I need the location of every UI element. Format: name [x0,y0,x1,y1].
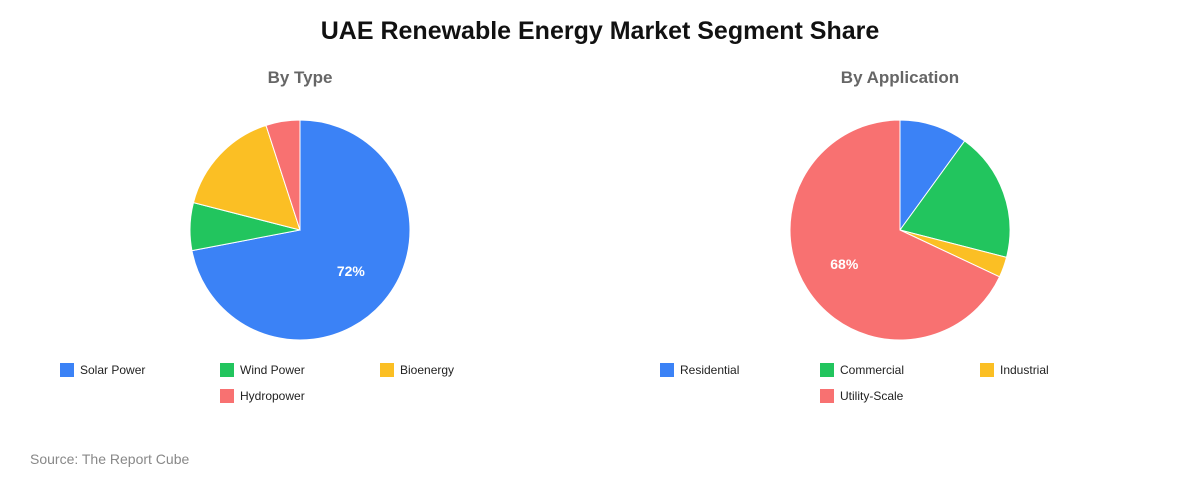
legend-swatch [820,363,834,377]
legend-swatch [980,363,994,377]
legend-item-wind-power: Wind Power [220,361,305,379]
legend-item-utility-scale: Utility-Scale [820,387,903,405]
legend-label: Residential [680,363,740,377]
legend-label: Commercial [840,363,905,377]
legend-item-residential: Residential [660,361,739,379]
pie-svg-by-type: 72% [189,119,411,341]
pie-slice-utility-scale [789,119,1001,341]
legend-label: Hydropower [240,389,305,403]
pie-chart-by-type: By Type 72% Solar Power Wind Power Bioener… [0,60,600,420]
pie-slice-hydropower [265,119,301,231]
pie-svg-by-application: 68% [789,119,1011,341]
legend-item-hydropower: Hydropower [220,387,305,405]
pie-title-by-type: By Type [267,68,333,87]
legend-item-commercial: Commercial [820,361,904,379]
legend-swatch [820,389,834,403]
legend-item-industrial: Industrial [980,361,1049,379]
pie-chart-by-application: By Application 68% Residential Commercial… [600,60,1200,420]
legend-swatch [60,363,74,377]
pie-title-by-application: By Application [840,68,960,87]
legend-swatch [220,389,234,403]
legend-label: Bioenergy [400,363,455,377]
legend-swatch [660,363,674,377]
pie-slice-commercial [899,140,1011,258]
legend-item-solar-power: Solar Power [60,361,145,379]
legend-label: Solar Power [80,363,146,377]
legend-label: Industrial [1000,363,1049,377]
source-note: Source: The Report Cube [30,451,190,467]
pie-slice-bioenergy [192,124,301,231]
legend-swatch [220,363,234,377]
legend-swatch [380,363,394,377]
pie-slice-solar-power [191,119,411,341]
legend-item-bioenergy: Bioenergy [380,361,454,379]
legend-label: Wind Power [240,363,305,377]
legend-label: Utility-Scale [840,389,904,403]
pie-data-label-solar-power: 72% [337,263,366,279]
chart-title: UAE Renewable Energy Market Segment Shar… [320,17,880,45]
pie-data-label-utility-scale: 68% [830,256,859,272]
